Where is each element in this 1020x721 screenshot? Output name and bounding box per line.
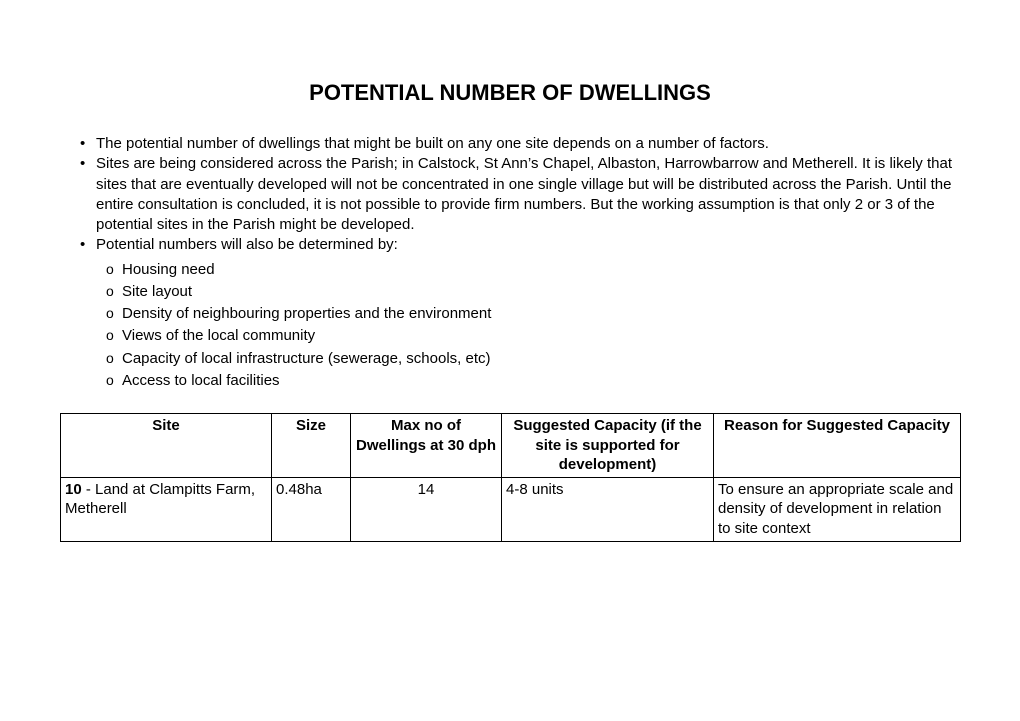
cell-site: 10 - Land at Clampitts Farm, Metherell [61, 477, 272, 541]
cell-max: 14 [351, 477, 502, 541]
cell-sugg: 4-8 units [502, 477, 714, 541]
sub-bullet-item: Capacity of local infrastructure (sewera… [106, 349, 960, 369]
col-header-size: Size [272, 414, 351, 478]
sub-bullet-item: Access to local facilities [106, 371, 960, 391]
site-number: 10 [65, 481, 82, 498]
cell-reason: To ensure an appropriate scale and densi… [714, 477, 961, 541]
table-header-row: Site Size Max no of Dwellings at 30 dph … [61, 414, 961, 478]
col-header-sugg: Suggested Capacity (if the site is suppo… [502, 414, 714, 478]
bullet-item: Sites are being considered across the Pa… [80, 154, 960, 235]
sub-bullet-item: Density of neighbouring properties and t… [106, 304, 960, 324]
bullet-item: Potential numbers will also be determine… [80, 235, 960, 255]
sub-bullet-item: Views of the local community [106, 326, 960, 346]
bullet-list: The potential number of dwellings that m… [60, 134, 960, 256]
page-title: POTENTIAL NUMBER OF DWELLINGS [60, 80, 960, 106]
cell-size: 0.48ha [272, 477, 351, 541]
bullet-item: The potential number of dwellings that m… [80, 134, 960, 154]
col-header-site: Site [61, 414, 272, 478]
col-header-reason: Reason for Suggested Capacity [714, 414, 961, 478]
table-row: 10 - Land at Clampitts Farm, Metherell 0… [61, 477, 961, 541]
sub-bullet-item: Site layout [106, 282, 960, 302]
col-header-max: Max no of Dwellings at 30 dph [351, 414, 502, 478]
dwellings-table: Site Size Max no of Dwellings at 30 dph … [60, 413, 961, 542]
sub-bullet-item: Housing need [106, 260, 960, 280]
site-name: - Land at Clampitts Farm, Metherell [65, 481, 255, 518]
sub-bullet-list: Housing need Site layout Density of neig… [60, 260, 960, 392]
